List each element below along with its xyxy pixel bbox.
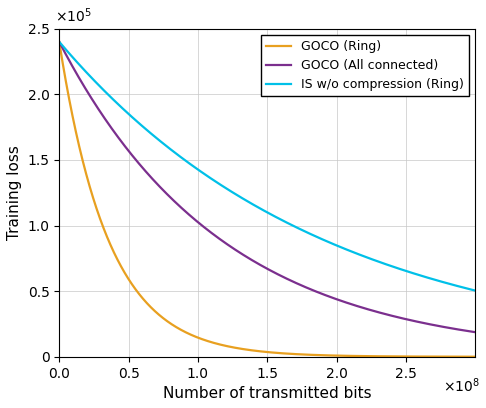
GOCO (All connected) (234, 248, 240, 253)
Text: $\times 10^8$: $\times 10^8$ (443, 377, 480, 395)
IS w/o compression (Ring) (464, 286, 470, 291)
GOCO (All connected) (56, 39, 62, 44)
IS w/o compression (Ring) (234, 193, 240, 197)
GOCO (Ring) (234, 346, 240, 350)
Line: GOCO (Ring): GOCO (Ring) (59, 42, 475, 357)
IS w/o compression (Ring) (216, 181, 222, 186)
GOCO (All connected) (104, 119, 109, 124)
IS w/o compression (Ring) (56, 39, 62, 44)
GOCO (Ring) (56, 39, 62, 44)
GOCO (Ring) (104, 233, 109, 238)
IS w/o compression (Ring) (472, 288, 478, 293)
GOCO (All connected) (419, 320, 425, 325)
GOCO (All connected) (464, 328, 470, 333)
Legend: GOCO (Ring), GOCO (All connected), IS w/o compression (Ring): GOCO (Ring), GOCO (All connected), IS w/… (261, 35, 469, 96)
Line: IS w/o compression (Ring): IS w/o compression (Ring) (59, 42, 475, 290)
GOCO (Ring) (472, 354, 478, 359)
IS w/o compression (Ring) (104, 91, 109, 95)
GOCO (Ring) (216, 342, 222, 347)
GOCO (All connected) (128, 152, 134, 157)
GOCO (Ring) (419, 354, 425, 359)
X-axis label: Number of transmitted bits: Number of transmitted bits (163, 386, 372, 401)
GOCO (Ring) (128, 281, 134, 286)
IS w/o compression (Ring) (128, 114, 134, 119)
Y-axis label: Training loss: Training loss (7, 145, 22, 240)
Text: $\times 10^5$: $\times 10^5$ (55, 7, 92, 25)
GOCO (Ring) (464, 354, 470, 359)
GOCO (All connected) (472, 330, 478, 335)
GOCO (All connected) (216, 236, 222, 241)
Line: GOCO (All connected): GOCO (All connected) (59, 42, 475, 332)
IS w/o compression (Ring) (419, 274, 425, 279)
